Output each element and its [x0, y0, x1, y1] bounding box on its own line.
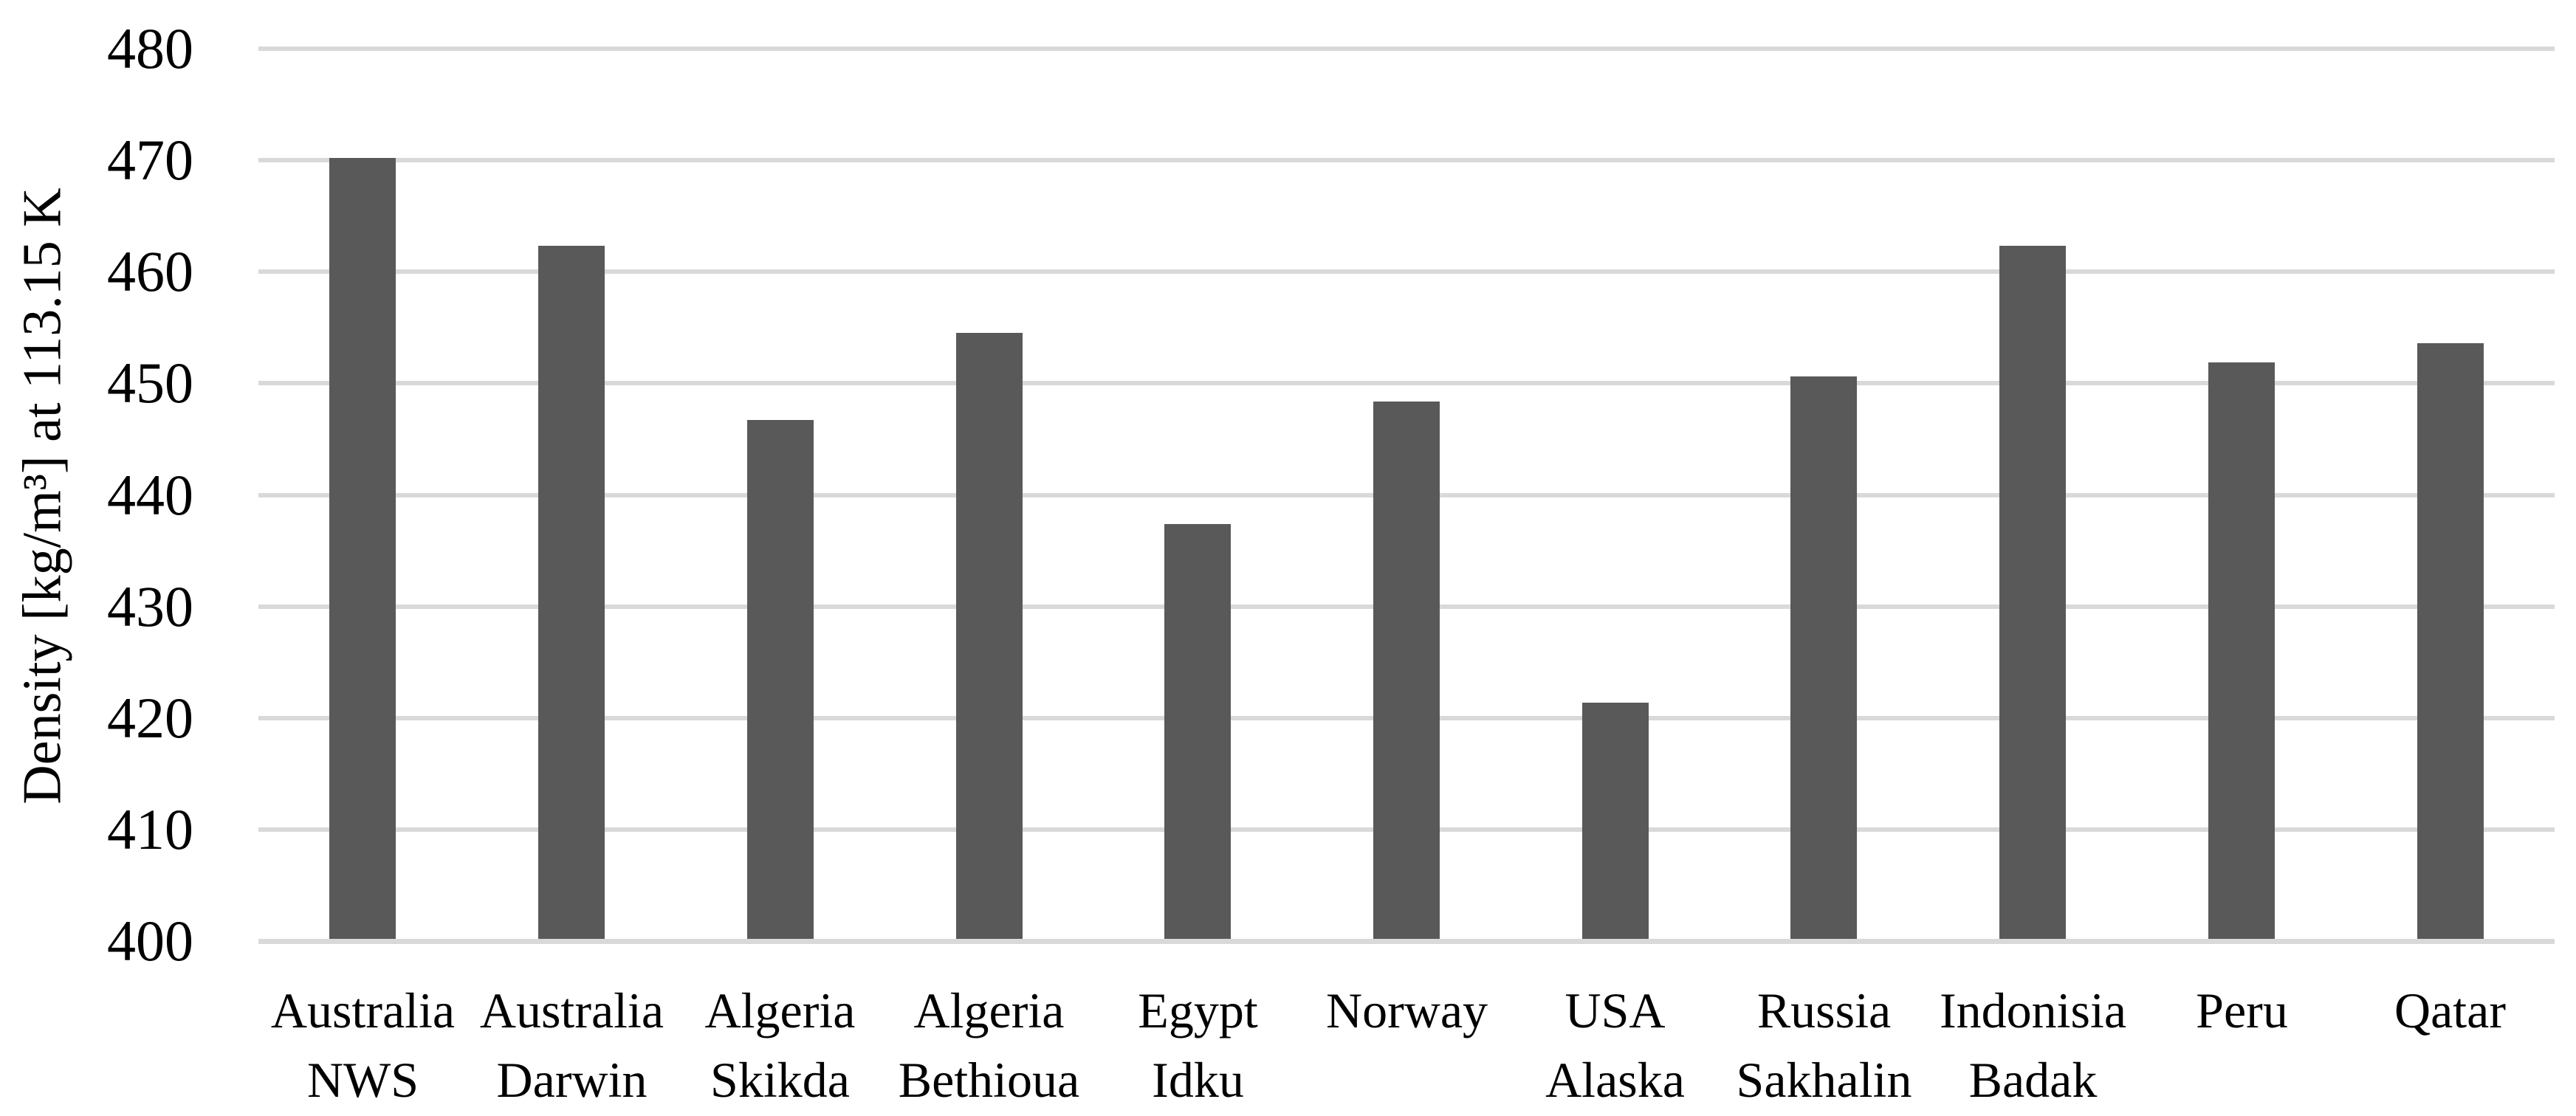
y-tick-label: 400 — [107, 909, 193, 973]
x-axis-label-line2: Darwin — [496, 1052, 648, 1108]
bar-australia-nws — [329, 158, 396, 939]
x-axis-label-line2: Alaska — [1545, 1052, 1685, 1108]
x-axis-label-line1: USA — [1565, 982, 1666, 1038]
x-axis-label-line1: Algeria — [704, 982, 856, 1038]
x-axis-label-line2: Bethioua — [898, 1052, 1080, 1108]
x-axis-label: Algeria Bethioua — [862, 976, 1116, 1115]
y-tick-label: 480 — [107, 16, 193, 80]
y-tick-label: 450 — [107, 351, 193, 415]
y-tick-label: 410 — [107, 797, 193, 861]
x-axis-label-line1: Qatar — [2394, 982, 2506, 1038]
x-axis-label-line1: Australia — [479, 982, 664, 1038]
y-tick-label: 470 — [107, 128, 193, 192]
bar-algeria-skikda — [747, 420, 814, 939]
x-axis-label: Norway — [1280, 976, 1533, 1045]
y-gridline — [258, 381, 2555, 385]
bar-egypt-idku — [1164, 524, 1231, 939]
x-axis-label-line1: Egypt — [1138, 982, 1258, 1038]
x-axis-label-line2: Sakhalin — [1736, 1052, 1912, 1108]
x-axis-label: Russia Sakhalin — [1697, 976, 1951, 1115]
bar-peru — [2208, 362, 2275, 939]
x-axis-label-line1: Australia — [270, 982, 456, 1038]
x-axis-label-line2: NWS — [306, 1052, 419, 1108]
y-gridline — [258, 269, 2555, 274]
x-axis-label-line1: Indonisia — [1939, 982, 2127, 1038]
bar-usa-alaska — [1582, 703, 1649, 939]
x-axis-label-line1: Norway — [1325, 982, 1488, 1038]
y-tick-label: 430 — [107, 574, 193, 638]
x-axis-label: Australia NWS — [236, 976, 490, 1115]
x-axis-label: Algeria Skikda — [653, 976, 907, 1115]
x-axis-label: Qatar — [2323, 976, 2576, 1045]
x-axis-line — [258, 939, 2555, 944]
x-axis-label-line1: Algeria — [913, 982, 1065, 1038]
y-tick-label: 460 — [107, 239, 193, 303]
x-axis-label: Australia Darwin — [445, 976, 698, 1115]
y-tick-label: 440 — [107, 463, 193, 527]
bar-australia-darwin — [538, 246, 605, 939]
bar-russia-sakhalin — [1790, 376, 1857, 939]
x-axis-label: Peru — [2115, 976, 2369, 1045]
x-axis-label-line2: Skikda — [710, 1052, 850, 1108]
bar-norway — [1373, 402, 1440, 939]
y-gridline — [258, 46, 2555, 51]
x-axis-label: Egypt Idku — [1071, 976, 1325, 1115]
bar-algeria-bethioua — [956, 333, 1023, 939]
x-axis-label-line1: Peru — [2196, 982, 2288, 1038]
x-axis-label-line2: Badak — [1968, 1052, 2098, 1108]
x-axis-label-line1: Russia — [1756, 982, 1892, 1038]
x-axis-label: Indonisia Badak — [1906, 976, 2160, 1115]
bar-indonisia-badak — [1999, 246, 2066, 939]
x-axis-label: USA Alaska — [1488, 976, 1742, 1115]
bar-qatar — [2417, 343, 2484, 939]
y-tick-label: 420 — [107, 686, 193, 750]
y-gridline — [258, 158, 2555, 162]
x-axis-label-line2: Idku — [1152, 1052, 1244, 1108]
